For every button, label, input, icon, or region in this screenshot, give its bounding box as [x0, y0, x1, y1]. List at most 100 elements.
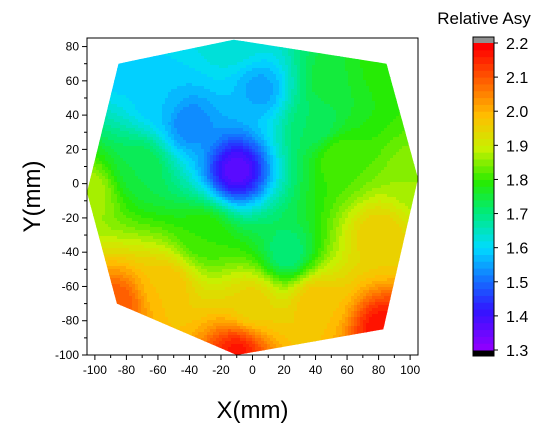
contour-cell [171, 128, 175, 132]
contour-cell [192, 236, 196, 240]
contour-cell [177, 269, 181, 273]
contour-cell [135, 173, 139, 177]
contour-cell [147, 95, 151, 99]
contour-cell [153, 311, 157, 315]
contour-cell [174, 248, 178, 252]
contour-cell [180, 95, 184, 99]
contour-cell [198, 296, 202, 300]
contour-cell [114, 239, 118, 243]
contour-cell [153, 47, 157, 51]
contour-cell [195, 113, 199, 117]
contour-cell [120, 239, 124, 243]
contour-cell [135, 89, 139, 93]
contour-cell [174, 200, 178, 204]
contour-cell [153, 200, 157, 204]
contour-cell [114, 335, 118, 339]
contour-cell [189, 191, 193, 195]
contour-cell [195, 119, 199, 123]
contour-cell [147, 272, 151, 276]
contour-cell [135, 167, 139, 171]
contour-cell [177, 200, 181, 204]
contour-cell [174, 101, 178, 105]
contour-cell [114, 80, 118, 84]
contour-cell [135, 338, 139, 342]
contour-cell [201, 305, 205, 309]
contour-cell [90, 245, 94, 249]
contour-cell [192, 296, 196, 300]
contour-cell [141, 39, 145, 42]
contour-cell [153, 239, 157, 243]
contour-cell [204, 140, 208, 144]
contour-cell [120, 209, 124, 213]
contour-cell [174, 272, 178, 276]
contour-cell [126, 293, 130, 297]
contour-cell [168, 101, 172, 105]
contour-cell [135, 326, 139, 330]
contour-cell [198, 149, 202, 153]
contour-cell [162, 80, 166, 84]
contour-cell [192, 305, 196, 309]
contour-cell [117, 326, 121, 330]
contour-cell [144, 251, 148, 255]
contour-cell [129, 44, 133, 48]
contour-cell [99, 176, 103, 180]
contour-cell [96, 329, 100, 333]
contour-cell [177, 80, 181, 84]
contour-cell [102, 308, 106, 312]
contour-cell [126, 44, 130, 48]
contour-cell [132, 71, 136, 75]
contour-cell [114, 98, 118, 102]
contour-cell [105, 344, 109, 348]
contour-cell [99, 197, 103, 201]
contour-cell [120, 89, 124, 93]
contour-cell [129, 179, 133, 183]
contour-cell [141, 41, 145, 45]
contour-cell [114, 176, 118, 180]
contour-cell [195, 134, 199, 138]
contour-cell [114, 107, 118, 111]
contour-cell [102, 41, 106, 45]
contour-cell [132, 164, 136, 168]
contour-cell [135, 188, 139, 192]
contour-cell [186, 296, 190, 300]
contour-cell [99, 293, 103, 297]
contour-cell [189, 269, 193, 273]
contour-cell [111, 62, 115, 66]
contour-cell [150, 134, 154, 138]
contour-cell [168, 311, 172, 315]
contour-cell [102, 110, 106, 114]
contour-cell [120, 260, 124, 264]
contour-cell [186, 122, 190, 126]
contour-cell [96, 134, 100, 138]
contour-cell [159, 329, 163, 333]
contour-cell [201, 311, 205, 315]
contour-cell [156, 173, 160, 177]
contour-cell [144, 317, 148, 321]
contour-cell [180, 50, 184, 54]
contour-cell [108, 302, 112, 306]
contour-cell [93, 302, 97, 306]
contour-cell [198, 245, 202, 249]
contour-cell [111, 272, 115, 276]
contour-cell [120, 257, 124, 261]
contour-cell [90, 269, 94, 273]
contour-cell [129, 335, 133, 339]
contour-cell [138, 119, 142, 123]
contour-cell [141, 77, 145, 81]
contour-cell [126, 47, 130, 51]
contour-cell [162, 329, 166, 333]
contour-cell [108, 305, 112, 309]
contour-cell [105, 53, 109, 57]
contour-cell [198, 221, 202, 225]
contour-cell [126, 254, 130, 258]
contour-cell [201, 326, 205, 330]
contour-cell [132, 77, 136, 81]
contour-cell [153, 86, 157, 90]
contour-cell [153, 56, 157, 60]
contour-cell [105, 242, 109, 246]
contour-cell [117, 143, 121, 147]
contour-cell [171, 173, 175, 177]
contour-cell [99, 65, 103, 69]
contour-cell [162, 314, 166, 318]
contour-cell [120, 191, 124, 195]
